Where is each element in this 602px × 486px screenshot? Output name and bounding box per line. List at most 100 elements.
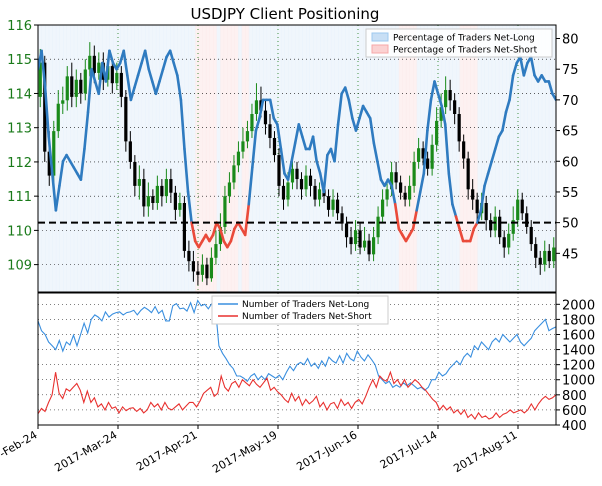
candle-body: [169, 179, 173, 193]
candle-body: [317, 189, 322, 200]
percent-net-long-segment: [493, 135, 501, 151]
candle-body: [164, 179, 168, 197]
net-short-band: [202, 25, 207, 292]
percent-net-long-segment: [486, 159, 493, 175]
net-long-band: [45, 25, 50, 292]
candle-body: [543, 250, 547, 265]
price-tick-label: 110: [7, 224, 32, 239]
date-tick-label: 2017-Jun-16: [294, 428, 359, 473]
net-long-band: [434, 25, 439, 292]
percent-net-long-segment: [104, 49, 111, 83]
percent-net-long-segment: [183, 147, 190, 194]
net-long-band: [338, 25, 343, 292]
percent-net-long-segment: [97, 61, 104, 96]
percent-net-long-segment: [133, 74, 140, 89]
net-long-band: [98, 25, 103, 292]
candle-body: [448, 90, 452, 101]
percent-net-long-segment: [422, 129, 429, 175]
net-long-band: [448, 25, 453, 292]
legend-label-count-net-long: Number of Traders Net-Long: [242, 300, 369, 310]
count-tick-label: 600: [562, 404, 587, 419]
net-long-band: [427, 25, 432, 292]
net-long-band: [359, 25, 364, 292]
percent-net-long-segment: [433, 80, 440, 96]
net-long-band: [84, 25, 89, 292]
candle-body: [340, 213, 344, 224]
net-long-band: [120, 25, 125, 292]
percent-net-long-segment: [136, 61, 143, 77]
percent-net-long-segment: [79, 147, 86, 181]
net-long-band: [502, 25, 507, 292]
net-long-band: [513, 25, 518, 292]
percent-net-long-segment: [372, 141, 379, 163]
net-long-band: [116, 25, 121, 292]
percent-net-long-segment: [447, 172, 454, 206]
candle-body: [88, 55, 92, 70]
candle-body: [520, 199, 524, 214]
count-tick-label: 1600: [562, 328, 595, 343]
candle-body: [61, 100, 65, 104]
candle-body: [552, 247, 556, 262]
candle-body: [155, 185, 159, 203]
candle-body: [97, 62, 101, 73]
net-short-band: [234, 25, 239, 292]
percent-tick-label: 75: [562, 63, 579, 78]
candle-body: [268, 124, 272, 138]
net-long-band: [163, 25, 168, 292]
net-long-band: [155, 25, 160, 292]
candle-body: [453, 100, 457, 114]
net-long-band: [498, 25, 503, 292]
candle-body: [137, 179, 141, 186]
candle-body: [399, 182, 403, 193]
candle-body: [516, 199, 520, 221]
net-long-band: [355, 25, 361, 292]
legend-label-net-long: Percentage of Traders Net-Long: [393, 34, 535, 44]
percent-net-long-segment: [479, 184, 486, 212]
net-long-band: [438, 25, 443, 292]
percent-tick-label: 60: [562, 155, 579, 170]
percent-net-long-segment: [211, 221, 218, 237]
percent-net-long-segment: [293, 123, 301, 145]
percent-net-long-segment: [347, 98, 354, 120]
net-long-band: [41, 25, 46, 292]
percent-net-long-segment: [172, 61, 179, 77]
net-long-band: [345, 25, 350, 292]
candle-body: [196, 271, 200, 275]
candle-body: [214, 244, 218, 258]
net-long-band: [541, 25, 546, 292]
net-long-band: [505, 25, 511, 292]
percent-net-long-segment: [390, 184, 397, 206]
net-long-band: [88, 25, 93, 292]
candle-body: [376, 216, 380, 238]
candle-body: [142, 179, 146, 207]
candle-body: [349, 237, 353, 245]
percent-net-long-segment: [483, 172, 490, 188]
percent-net-long-segment: [179, 98, 186, 151]
legend-label-count-net-short: Number of Traders Net-Short: [242, 312, 372, 322]
percent-net-long-segment: [343, 86, 351, 102]
net-long-band: [73, 25, 78, 292]
percent-net-long-segment: [129, 86, 136, 102]
candle-body: [439, 107, 443, 121]
candle-body: [79, 79, 83, 94]
percent-net-long-segment: [258, 98, 265, 120]
net-long-band: [295, 25, 300, 292]
percent-net-long-segment: [458, 227, 465, 243]
net-short-band: [195, 25, 200, 292]
percent-net-long-segment: [529, 55, 536, 77]
net-long-band: [305, 25, 311, 292]
candle-body: [38, 62, 42, 97]
net-long-band: [284, 25, 289, 292]
net-long-band: [177, 25, 182, 292]
candle-body: [435, 120, 439, 145]
count-tick-label: 1800: [562, 313, 595, 328]
percent-tick-label: 80: [562, 33, 579, 48]
candle-body: [457, 114, 461, 142]
series-number-of-traders-net-long: [38, 299, 556, 392]
candle-body: [286, 182, 290, 200]
candle-body: [43, 62, 47, 152]
candle-body: [92, 55, 96, 73]
price-tick-label: 111: [7, 190, 32, 205]
percent-net-long-segment: [243, 202, 251, 237]
